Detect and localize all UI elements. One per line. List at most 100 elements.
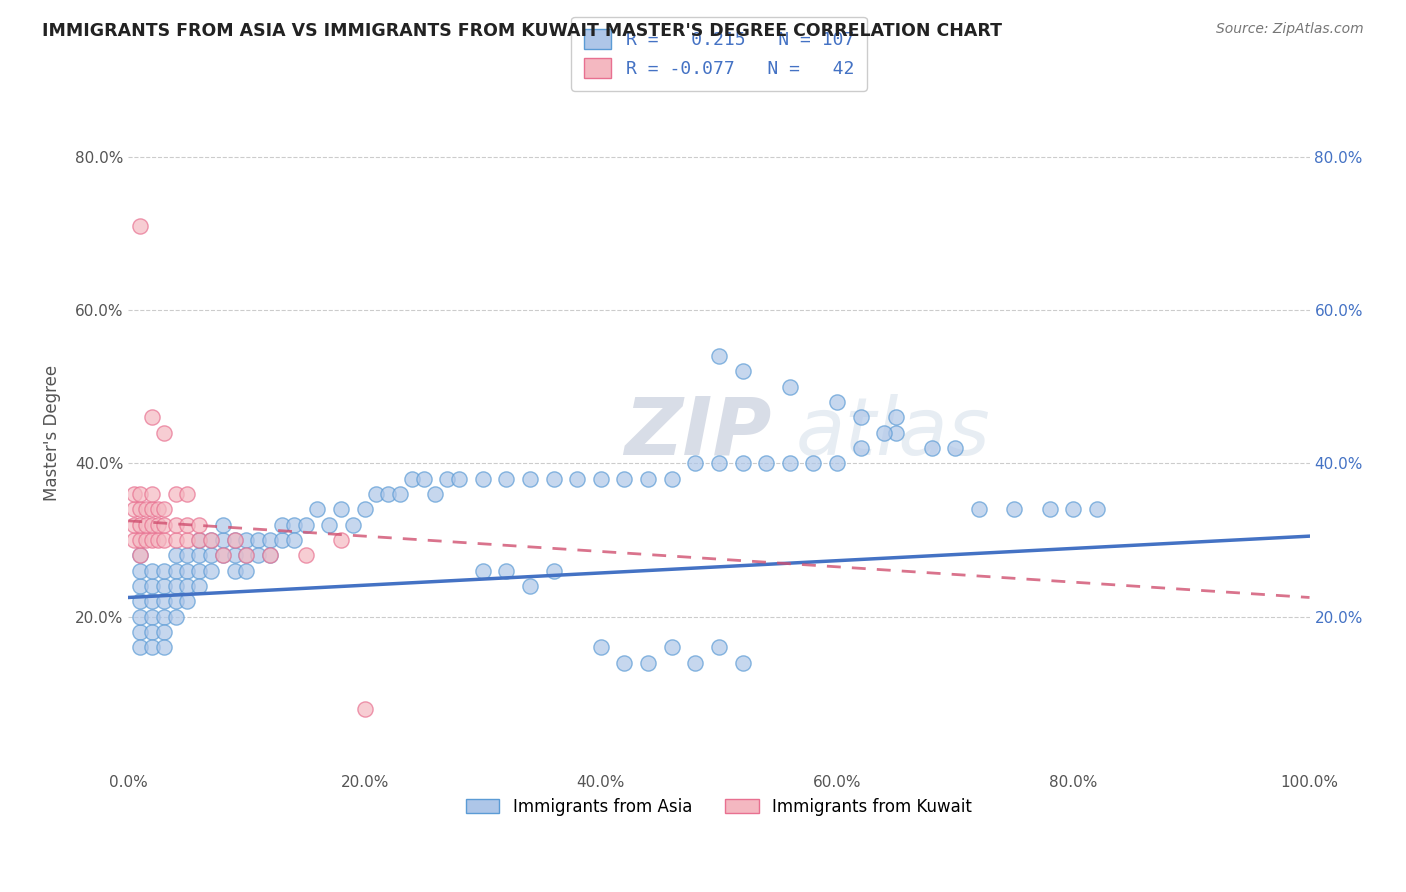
Point — [330, 533, 353, 547]
Point — [803, 456, 825, 470]
Point — [637, 656, 659, 670]
Text: Source: ZipAtlas.com: Source: ZipAtlas.com — [1216, 22, 1364, 37]
Point — [165, 517, 187, 532]
Point — [543, 472, 565, 486]
Point — [153, 533, 176, 547]
Point — [165, 487, 187, 501]
Point — [283, 517, 305, 532]
Point — [165, 549, 187, 563]
Point — [200, 549, 222, 563]
Point — [141, 502, 163, 516]
Point — [153, 594, 176, 608]
Point — [141, 640, 163, 655]
Point — [685, 656, 707, 670]
Text: atlas: atlas — [796, 393, 990, 472]
Point — [129, 219, 152, 233]
Point — [165, 564, 187, 578]
Point — [884, 425, 907, 440]
Point — [188, 533, 211, 547]
Point — [779, 379, 801, 393]
Point — [707, 640, 730, 655]
Point — [188, 533, 211, 547]
Point — [129, 502, 152, 516]
Point — [366, 487, 388, 501]
Point — [271, 533, 294, 547]
Point — [849, 410, 872, 425]
Point — [224, 549, 246, 563]
Point — [425, 487, 447, 501]
Point — [353, 701, 375, 715]
Text: IMMIGRANTS FROM ASIA VS IMMIGRANTS FROM KUWAIT MASTER'S DEGREE CORRELATION CHART: IMMIGRANTS FROM ASIA VS IMMIGRANTS FROM … — [42, 22, 1002, 40]
Point — [141, 487, 163, 501]
Point — [212, 549, 235, 563]
Point — [873, 425, 896, 440]
Point — [165, 579, 187, 593]
Point — [129, 517, 152, 532]
Point — [176, 549, 198, 563]
Point — [165, 594, 187, 608]
Point — [825, 456, 848, 470]
Point — [188, 517, 211, 532]
Point — [661, 472, 683, 486]
Point — [685, 456, 707, 470]
Point — [141, 564, 163, 578]
Point — [967, 502, 990, 516]
Point — [188, 579, 211, 593]
Point — [637, 472, 659, 486]
Point — [661, 640, 683, 655]
Point — [176, 594, 198, 608]
Point — [141, 579, 163, 593]
Point — [135, 502, 157, 516]
Point — [188, 564, 211, 578]
Point — [165, 609, 187, 624]
Point — [176, 564, 198, 578]
Point — [495, 472, 517, 486]
Point — [318, 517, 340, 532]
Point — [165, 533, 187, 547]
Point — [235, 533, 257, 547]
Point — [307, 502, 329, 516]
Point — [129, 564, 152, 578]
Point — [401, 472, 423, 486]
Point — [259, 549, 281, 563]
Point — [200, 564, 222, 578]
Text: ZIP: ZIP — [624, 393, 772, 472]
Point — [141, 625, 163, 640]
Point — [135, 533, 157, 547]
Point — [235, 549, 257, 563]
Point — [731, 364, 754, 378]
Point — [849, 441, 872, 455]
Point — [153, 609, 176, 624]
Point — [212, 549, 235, 563]
Point — [294, 549, 316, 563]
Point — [129, 579, 152, 593]
Point — [707, 349, 730, 363]
Point — [731, 456, 754, 470]
Point — [259, 549, 281, 563]
Point — [353, 502, 375, 516]
Point — [153, 640, 176, 655]
Point — [129, 609, 152, 624]
Point — [283, 533, 305, 547]
Point — [129, 640, 152, 655]
Point — [825, 395, 848, 409]
Point — [124, 517, 146, 532]
Point — [731, 656, 754, 670]
Point — [519, 579, 541, 593]
Point — [146, 517, 169, 532]
Point — [589, 640, 612, 655]
Point — [129, 487, 152, 501]
Point — [141, 517, 163, 532]
Point — [124, 533, 146, 547]
Point — [1062, 502, 1084, 516]
Point — [129, 533, 152, 547]
Point — [235, 549, 257, 563]
Point — [146, 502, 169, 516]
Point — [755, 456, 778, 470]
Point — [176, 487, 198, 501]
Point — [613, 472, 636, 486]
Point — [153, 517, 176, 532]
Point — [141, 594, 163, 608]
Point — [224, 564, 246, 578]
Point — [176, 533, 198, 547]
